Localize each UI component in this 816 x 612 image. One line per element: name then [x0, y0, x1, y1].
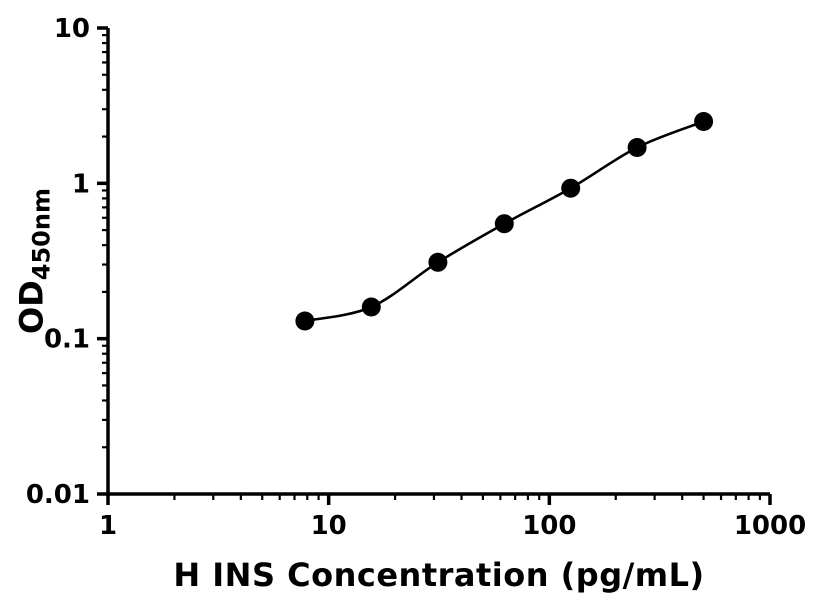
data-point [361, 297, 381, 317]
y-tick-label: 0.01 [26, 480, 90, 510]
x-tick-label: 10 [311, 511, 347, 541]
data-point [627, 138, 647, 157]
y-axis-title-main: OD [12, 280, 51, 334]
data-point [428, 252, 448, 272]
x-tick-label: 1 [99, 511, 117, 541]
x-tick-label: 1000 [734, 511, 806, 541]
y-tick-label: 0.1 [44, 325, 90, 355]
x-axis-title: H INS Concentration (pg/mL) [173, 556, 705, 594]
data-point [561, 178, 581, 198]
y-tick-label: 10 [54, 14, 90, 44]
data-point [694, 112, 714, 131]
y-axis-title: OD450nm [12, 188, 55, 334]
x-tick-label: 100 [522, 511, 576, 541]
data-point [494, 214, 514, 234]
y-axis-title-subscript: 450nm [27, 188, 56, 281]
data-point [295, 311, 315, 331]
axis-spines [106, 28, 770, 496]
y-tick-label: 1 [72, 169, 90, 199]
